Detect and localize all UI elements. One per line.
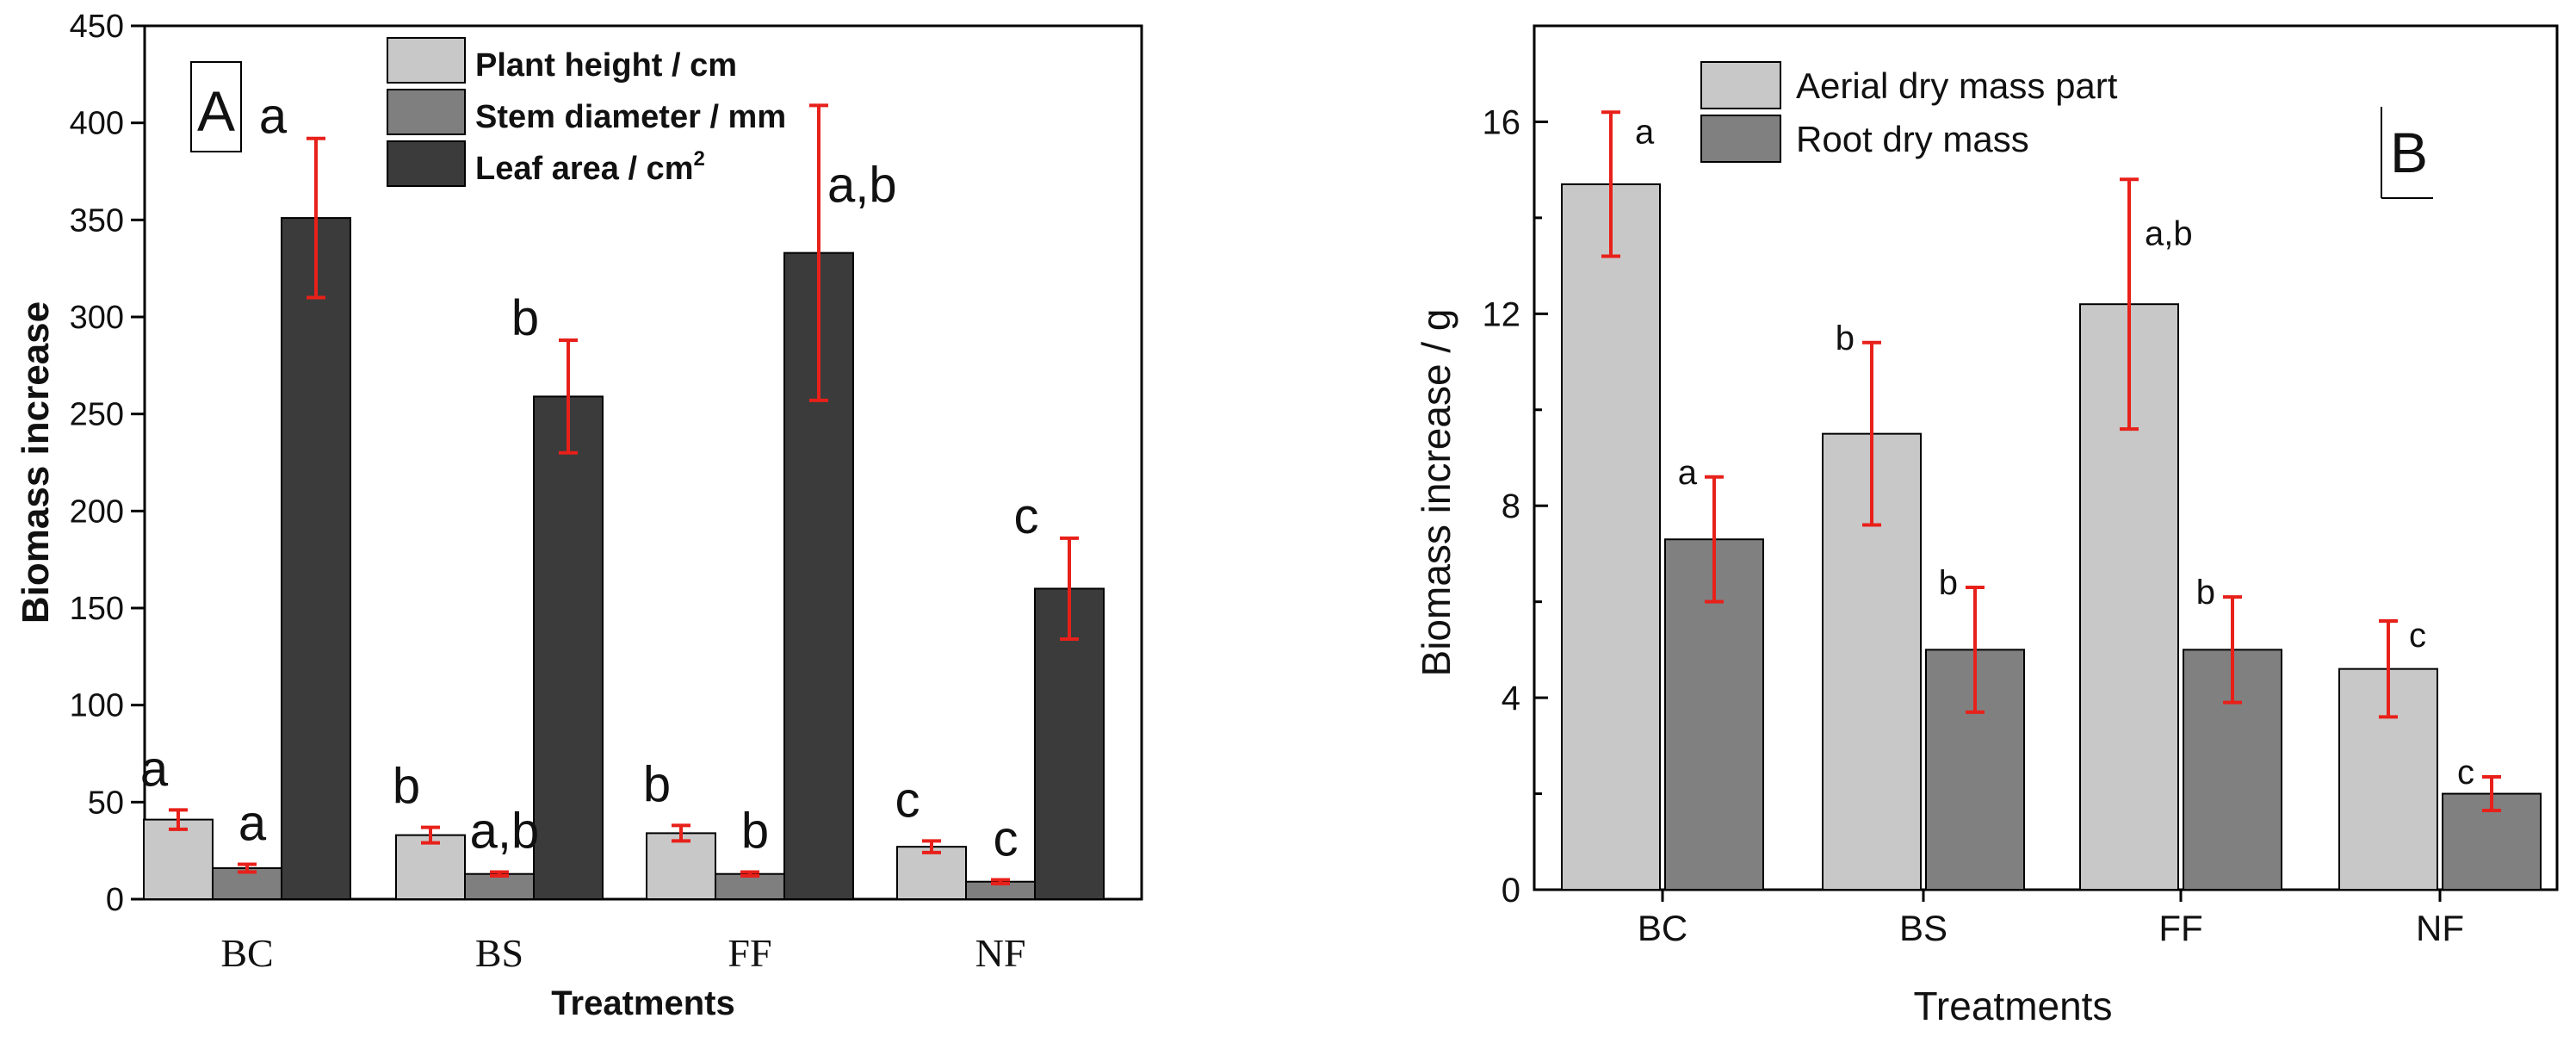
chart-a-bar-plant-height-cm-bs [395,834,466,901]
legend-label-plant-height: Plant height / cm [475,47,737,84]
chart-a-letter-leaf-area-cm2-ff: a,b [827,157,897,213]
chart-b-panel-label: B [2390,121,2428,184]
chart-a-bar-leaf-area-cm2-bs [533,395,604,900]
chart-a-y-tick-label: 100 [70,688,124,724]
chart-b-letter-root-dry-mass-ff: b [2196,574,2215,612]
chart-b-letter-aerial-dry-mass-part-ff: a,b [2145,214,2193,252]
chart-a-x-tick-label-bs: BS [475,931,523,975]
chart-b-letter-aerial-dry-mass-part-nf: c [2409,617,2426,655]
chart-b-letter-aerial-dry-mass-part-bc: a [1635,113,1655,151]
chart-a-letter-plant-height-cm-bs: b [393,759,420,815]
chart-a: 0 50 100 150 200 250 300 350 400 450 BC BS FF NF a b b… [15,9,1143,1022]
chart-a-letter-leaf-area-cm2-nf: c [1014,488,1039,544]
chart-a-error-bars [169,103,1079,885]
legend-label-root-dry-mass: Root dry mass [1796,119,2029,159]
chart-b-letter-root-dry-mass-bs: b [1939,564,1958,602]
chart-b-x-tick-label-bs: BS [1899,908,1947,948]
chart-a-letter-plant-height-cm-ff: b [643,756,671,812]
legend-swatch-leaf-area [387,140,466,187]
chart-a-x-tick-label-ff: FF [728,931,771,975]
legend-label-stem-diameter: Stem diameter / mm [475,99,786,135]
chart-a-bar-stem-diameter-mm-ff [715,872,785,900]
chart-a-y-axis-title: Biomass increase [15,301,57,624]
chart-a-bar-plant-height-cm-nf [896,846,967,900]
chart-b-y-tick-label: 8 [1502,487,1520,525]
chart-b-letter-aerial-dry-mass-part-bs: b [1836,320,1855,357]
chart-b-bars [1561,183,2542,891]
chart-a-bar-plant-height-cm-ff [646,832,716,900]
chart-b-plot-frame [1533,24,2559,891]
chart-b-x-tick-label-bc: BC [1638,908,1687,948]
legend-label-leaf-area-text: Leaf area / cm [475,151,693,187]
chart-b-error-bars [1601,110,2501,813]
chart-a-panel-label: A [197,79,235,143]
chart-a-letter-stem-diameter-mm-bc: a [238,795,267,851]
chart-a-x-axis-title: Treatments [551,984,734,1022]
chart-a-bars [143,217,1105,901]
chart-b-significance-letters: a b a,b c a b b c [1635,113,2474,792]
chart-a-bar-leaf-area-cm2-bc [281,217,351,900]
chart-b-bar-aerial-dry-mass-part-bc [1561,183,1661,891]
chart-a-x-tick-label-bc: BC [220,931,273,975]
chart-a-letter-plant-height-cm-nf: c [895,772,920,828]
chart-a-y-tick-label: 400 [70,106,124,142]
chart-a-letter-stem-diameter-mm-bs: a,b [470,803,540,859]
chart-a-x-axis: BC BS FF NF [220,931,1025,975]
chart-a-letter-plant-height-cm-bc: a [140,741,169,797]
chart-b-x-axis-title: Treatments [1914,984,2113,1028]
legend-swatch-aerial-dry-mass [1700,61,1781,109]
legend-label-aerial-dry-mass: Aerial dry mass part [1796,65,2118,106]
chart-a-letter-leaf-area-cm2-bc: a [259,89,288,145]
chart-a-bar-stem-diameter-mm-bs [464,872,535,900]
legend-swatch-stem-diameter [387,89,466,135]
chart-a-letter-leaf-area-cm2-bs: b [511,290,539,346]
chart-b-x-tick-label-nf: NF [2416,908,2464,948]
chart-a-bar-plant-height-cm-bc [143,818,214,901]
chart-b-y-tick-label: 12 [1483,295,1521,333]
chart-a-legend: Plant height / cm Stem diameter / mm Lea… [387,37,786,187]
chart-a-letter-stem-diameter-mm-nf: c [994,810,1019,866]
chart-b-panel-label-box [2381,107,2433,199]
legend-swatch-plant-height [387,37,466,84]
chart-a-panel-label-box [190,61,242,152]
chart-a-x-tick-label-nf: NF [975,931,1026,975]
chart-a-letter-stem-diameter-mm-ff: b [741,803,769,859]
legend-label-leaf-area-superscript: 2 [693,147,704,171]
chart-b-y-axis: 0 4 8 12 16 [1483,103,1548,910]
chart-a-bar-leaf-area-cm2-ff [783,251,854,900]
chart-b-y-axis-title: Biomass increase / g [1414,309,1458,677]
chart-a-y-tick-label: 150 [70,591,124,627]
chart-a-significance-letters: a b b c a a,b b c a b a,b c [140,89,1039,867]
chart-b-x-tick-label-ff: FF [2158,908,2202,948]
chart-b: 0 4 8 12 16 BC BS FF NF a b a,b c a b b c Aerial dry m… [1414,24,2559,1028]
chart-b-x-axis: BC BS FF NF [1638,890,2464,948]
chart-a-y-axis: 0 50 100 150 200 250 300 350 400 450 [70,9,145,918]
chart-b-letter-root-dry-mass-bc: a [1678,454,1698,492]
chart-b-letter-root-dry-mass-nf: c [2457,754,2474,792]
chart-a-y-tick-label: 350 [70,202,124,239]
legend-swatch-root-dry-mass [1700,115,1781,163]
chart-b-y-tick-label: 4 [1502,680,1520,717]
chart-a-y-tick-label: 0 [106,882,124,918]
chart-a-y-tick-label: 450 [70,9,124,45]
chart-b-legend: Aerial dry mass part Root dry mass [1700,61,2118,163]
chart-a-y-tick-label: 250 [70,397,124,433]
chart-b-y-tick-label: 0 [1502,872,1520,910]
chart-a-y-tick-label: 50 [88,785,124,821]
chart-b-y-tick-label: 16 [1483,103,1521,141]
chart-a-plot-frame [143,24,1143,901]
legend-label-leaf-area: Leaf area / cm2 [475,147,705,187]
chart-a-y-tick-label: 200 [70,494,124,530]
chart-a-y-tick-label: 300 [70,300,124,336]
